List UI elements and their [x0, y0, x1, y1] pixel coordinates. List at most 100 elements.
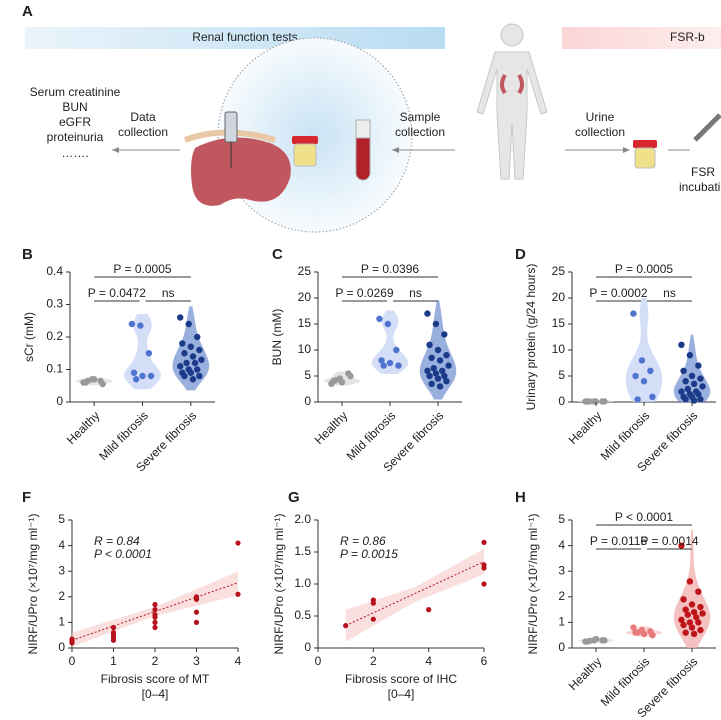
point: [678, 542, 685, 549]
y-tick-label: 15: [298, 316, 312, 330]
x-tick-label: 0: [69, 654, 76, 668]
point: [441, 372, 448, 380]
point: [376, 315, 383, 322]
point: [152, 614, 158, 620]
point: [601, 398, 608, 405]
point: [183, 359, 190, 367]
panel-a: A Renal function tests FSR-b Serum creat…: [22, 3, 721, 233]
x-axis-label: [0–4]: [142, 687, 169, 701]
annotation: R = 0.84: [94, 534, 140, 548]
y-tick-label: 0: [304, 640, 311, 654]
point: [332, 376, 339, 384]
point: [693, 614, 700, 621]
point: [430, 365, 437, 372]
point: [193, 609, 200, 615]
point: [132, 376, 140, 383]
band: [562, 27, 721, 49]
point: [434, 375, 442, 382]
point: [697, 375, 704, 382]
point: [649, 393, 656, 400]
y-tick-label: 4: [58, 538, 65, 552]
point: [152, 607, 158, 613]
point: [678, 388, 685, 395]
point: [697, 396, 704, 403]
point: [185, 320, 192, 328]
point: [426, 372, 433, 380]
point: [426, 607, 432, 613]
point: [680, 596, 687, 603]
y-tick-label: 5: [558, 368, 565, 382]
point: [434, 346, 442, 354]
y-tick-label: 1: [558, 615, 565, 629]
point: [347, 372, 354, 380]
test: …….: [61, 146, 88, 160]
x-axis-label: Fibrosis score of MT: [101, 672, 210, 686]
y-tick-label: 1.0: [294, 576, 311, 590]
point: [432, 320, 440, 328]
point: [695, 619, 702, 626]
point: [428, 380, 435, 387]
point: [682, 396, 689, 403]
step: Sample: [400, 110, 441, 124]
point: [147, 372, 155, 380]
point: [690, 608, 698, 616]
panel-label: C: [272, 246, 283, 263]
human: [476, 23, 548, 180]
y-tick-label: 25: [298, 264, 312, 278]
point: [343, 623, 349, 629]
point: [177, 363, 184, 370]
annotation: P = 0.0014: [640, 534, 698, 548]
point: [189, 353, 197, 360]
y-axis-label: NIRF/UPro (×10⁷/mg ml⁻¹): [26, 513, 40, 654]
kidneys: [500, 73, 524, 95]
point: [682, 378, 689, 385]
y-tick-label: 0: [56, 394, 63, 408]
point: [586, 637, 593, 645]
y-tick-label: 0.3: [46, 297, 63, 311]
annotation: P = 0.0002: [589, 286, 647, 300]
y-axis-label: BUN (mM): [270, 309, 284, 366]
point: [99, 380, 106, 388]
point: [481, 581, 487, 587]
point: [680, 367, 687, 374]
point: [196, 372, 203, 380]
point: [424, 310, 431, 317]
y-axis-label: NIRF/UPro (×10⁷/mg ml⁻¹): [272, 513, 286, 654]
point: [699, 610, 706, 617]
point: [235, 540, 241, 546]
panel-label: B: [22, 246, 33, 263]
point: [688, 624, 696, 631]
y-tick-label: 2: [558, 589, 565, 603]
test: eGFR: [59, 115, 91, 129]
point: [686, 578, 694, 585]
cup-lid: [292, 136, 318, 144]
annotation: ns: [663, 286, 676, 300]
point: [678, 341, 685, 348]
point: [128, 320, 136, 328]
y-axis-label: NIRF/UPro (×10⁷/mg ml⁻¹): [526, 513, 540, 654]
test: BUN: [62, 100, 87, 114]
point: [189, 376, 197, 383]
point: [177, 314, 184, 321]
band-title: Renal function tests: [192, 30, 297, 44]
point: [634, 629, 641, 636]
point: [432, 370, 440, 377]
point: [179, 340, 186, 347]
kidney: [191, 137, 291, 206]
y-axis-label: Urinary protein (g/24 hours): [524, 264, 538, 411]
x-tick-label: 2: [370, 654, 377, 668]
point: [436, 383, 444, 390]
x-tick-label: 2: [152, 654, 159, 668]
point: [632, 372, 639, 380]
step: Data: [130, 110, 156, 124]
point: [690, 397, 698, 404]
point: [695, 588, 702, 595]
point: [191, 359, 199, 367]
arrow-head: [112, 147, 119, 153]
arrow-head: [392, 147, 399, 153]
point: [424, 367, 431, 374]
x-tick-label: Healthy: [64, 408, 103, 447]
y-tick-label: 4: [558, 538, 565, 552]
y-tick-label: 0.2: [46, 329, 63, 343]
y-tick-label: 0: [58, 640, 65, 654]
